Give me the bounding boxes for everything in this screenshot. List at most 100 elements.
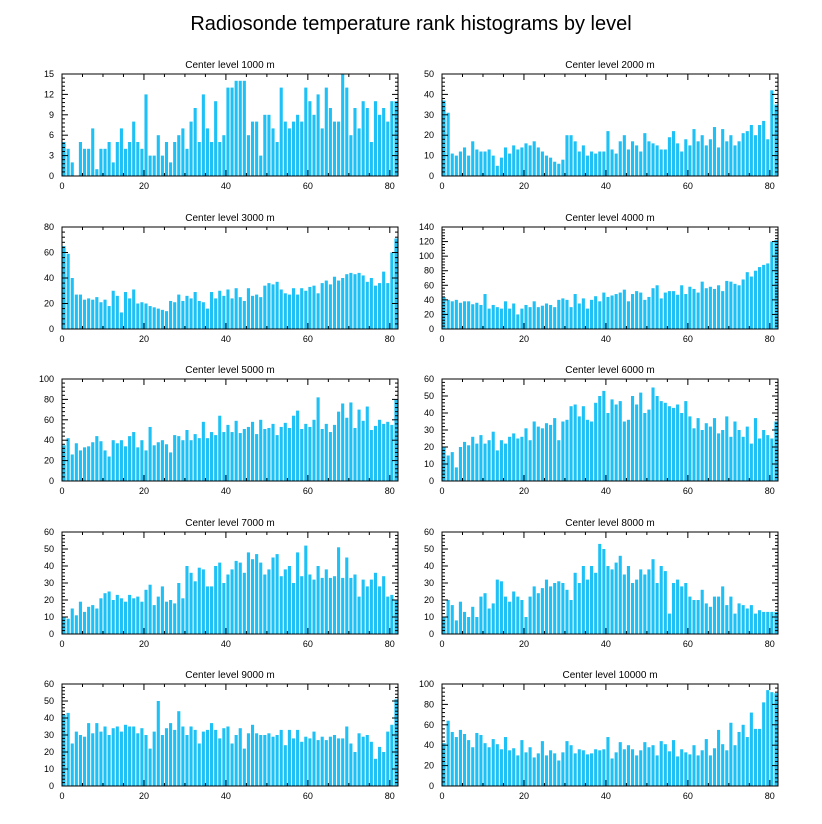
histogram-bar xyxy=(205,586,210,634)
histogram-bar xyxy=(483,743,487,786)
histogram-bar xyxy=(91,299,95,329)
histogram-bar xyxy=(712,418,717,481)
histogram-bar xyxy=(78,735,82,786)
histogram-bar xyxy=(82,148,87,176)
histogram-bar xyxy=(577,151,581,176)
histogram-bar xyxy=(210,432,214,481)
histogram-bar xyxy=(557,581,561,634)
histogram-bar xyxy=(704,603,708,634)
histogram-bar xyxy=(275,735,279,786)
histogram-bar xyxy=(680,285,684,329)
histogram-bar xyxy=(111,162,115,176)
histogram-bar xyxy=(111,728,115,786)
histogram-bar xyxy=(614,294,618,329)
histogram-bar xyxy=(774,693,778,786)
histogram-bar xyxy=(378,746,382,786)
histogram-bar xyxy=(610,149,614,176)
histogram-bar xyxy=(337,121,341,176)
histogram-bar xyxy=(532,757,536,786)
histogram-bar xyxy=(446,455,450,481)
histogram-bar xyxy=(766,690,770,786)
histogram-bar xyxy=(557,760,561,786)
histogram-bar xyxy=(622,749,626,786)
histogram-bar xyxy=(561,752,565,786)
histogram-bar xyxy=(62,617,66,634)
y-tick-label: 20 xyxy=(424,130,434,140)
histogram-bar xyxy=(585,155,590,176)
histogram-bar xyxy=(680,151,684,176)
histogram-bar xyxy=(361,420,365,481)
histogram-bar xyxy=(263,574,267,634)
histogram-bar xyxy=(749,125,753,176)
histogram-bar xyxy=(148,306,152,329)
histogram-bar xyxy=(279,576,283,634)
histogram-bar xyxy=(762,611,766,634)
histogram-bar xyxy=(700,430,704,481)
histogram-bar xyxy=(471,436,475,481)
histogram-bar xyxy=(622,574,626,634)
y-tick-label: 0 xyxy=(429,629,434,639)
histogram-bar xyxy=(528,307,532,329)
histogram-bar xyxy=(320,428,324,481)
histogram-bar xyxy=(164,444,169,481)
histogram-bar xyxy=(279,426,283,481)
histogram-bar xyxy=(382,576,386,634)
histogram-bar xyxy=(197,743,201,786)
histogram-bar xyxy=(549,304,553,329)
histogram-bar xyxy=(181,300,185,329)
histogram-bar xyxy=(483,151,487,176)
histogram-bar xyxy=(479,304,483,329)
histogram-bar xyxy=(479,735,483,786)
histogram-bar xyxy=(62,246,66,330)
histogram-bar xyxy=(553,418,557,481)
histogram-bar xyxy=(218,290,222,329)
histogram-bar xyxy=(189,440,193,481)
histogram-bar xyxy=(164,601,169,634)
x-tick-label: 80 xyxy=(765,639,775,649)
histogram-bar xyxy=(308,738,312,786)
histogram-bar xyxy=(708,426,712,481)
histogram-bar xyxy=(169,452,173,481)
y-tick-label: 100 xyxy=(419,251,434,261)
histogram-bar xyxy=(390,424,394,481)
histogram-bar xyxy=(349,402,353,481)
histogram-bar xyxy=(536,426,540,481)
histogram-bar xyxy=(766,263,770,329)
histogram-bar xyxy=(136,303,140,329)
histogram-bar xyxy=(189,298,193,329)
histogram-bar xyxy=(770,241,774,329)
histogram-bar xyxy=(66,438,70,481)
histogram-bar xyxy=(173,435,177,481)
histogram-bar xyxy=(516,149,520,176)
y-tick-label: 20 xyxy=(424,595,434,605)
histogram-bar xyxy=(369,741,373,786)
histogram-bar xyxy=(308,101,312,176)
histogram-bar xyxy=(692,428,696,481)
histogram-bar xyxy=(87,606,91,634)
histogram-bar xyxy=(82,736,87,786)
y-tick-label: 40 xyxy=(424,561,434,571)
histogram-bar xyxy=(684,401,688,481)
y-tick-label: 40 xyxy=(424,295,434,305)
histogram-bar xyxy=(201,569,205,634)
chart-panel: Center level 7000 m 0 20 40 60 80 0 10 20 30 40 50 6… xyxy=(44,518,399,649)
histogram-bar xyxy=(467,617,471,634)
histogram-bar xyxy=(520,600,524,634)
histogram-bar xyxy=(499,749,503,786)
histogram-bar xyxy=(74,731,78,786)
histogram-bar xyxy=(296,114,300,176)
histogram-bar xyxy=(95,169,99,176)
histogram-bar xyxy=(95,608,99,634)
histogram-bar xyxy=(758,267,762,329)
histogram-bar xyxy=(337,411,341,481)
histogram-bar xyxy=(602,749,606,786)
histogram-bar xyxy=(177,135,181,176)
y-tick-label: 20 xyxy=(44,299,54,309)
histogram-bar xyxy=(378,419,382,481)
histogram-bar xyxy=(635,145,639,176)
histogram-bar xyxy=(508,308,512,329)
y-tick-label: 0 xyxy=(429,171,434,181)
histogram-bar xyxy=(386,731,390,786)
histogram-bar xyxy=(680,413,684,481)
histogram-bar xyxy=(758,728,762,786)
